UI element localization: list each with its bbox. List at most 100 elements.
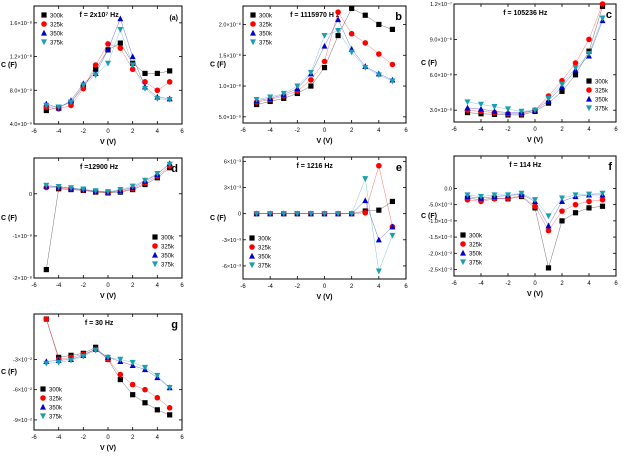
series-line-300k <box>46 42 170 111</box>
legend: 300k 325k 350k 375k <box>152 234 175 269</box>
x-tick-label: 0 <box>323 284 327 290</box>
chart-panel-e: -6 -4 -2 0 2 4 6 -6×10⁻³ -3×10⁻³ 0 3×10⁻³ 6×10⁻³ V (… <box>210 156 408 301</box>
data-point-375k <box>572 192 579 199</box>
legend-marker-325k <box>460 241 466 247</box>
legend-marker-350k <box>249 252 255 259</box>
data-point-300k <box>167 68 173 74</box>
legend-marker-300k <box>41 12 47 18</box>
chart-panel-c: -6 -4 -2 0 2 4 6 3.0×10⁻⁸ 6.0×10⁻⁸ 9.0×10⁻⁸ 1.2×10… <box>421 1 618 144</box>
data-point-375k <box>117 356 124 363</box>
y-tick-label: -1.5×10⁻² <box>428 235 452 241</box>
data-point-325k <box>166 79 173 85</box>
legend-marker-325k <box>152 243 158 249</box>
data-point-325k <box>117 45 124 51</box>
y-tick-label: 8.0×10⁻⁹ <box>10 87 32 94</box>
y-tick-label: 0 <box>29 192 32 198</box>
y-tick-label: 4.0×10⁻⁹ <box>10 121 32 128</box>
x-tick-label: 0 <box>533 281 537 287</box>
data-point-375k <box>105 354 111 361</box>
data-point-300k <box>389 198 396 205</box>
x-tick-label: 4 <box>156 129 160 135</box>
y-tick-label: 0 <box>238 212 241 218</box>
chart-title: f = 105236 Hz <box>503 10 548 17</box>
x-tick-label: 6 <box>404 128 408 134</box>
x-tick-label: 6 <box>614 127 618 133</box>
data-point-300k <box>545 265 552 271</box>
x-tick-label: -4 <box>56 435 62 441</box>
legend: 300k 325k 350k 375k <box>460 232 483 267</box>
legend-label-300k: 300k <box>50 14 64 20</box>
data-point-325k <box>545 227 552 234</box>
plot-frame <box>33 313 183 431</box>
legend-label-325k: 325k <box>469 243 483 249</box>
data-point-375k <box>105 60 111 67</box>
series-line-300k <box>256 8 393 105</box>
data-point-375k <box>586 191 592 198</box>
data-point-375k <box>154 372 161 379</box>
x-tick-label: -2 <box>81 283 87 289</box>
data-point-300k <box>572 210 579 216</box>
legend-marker-350k <box>41 29 47 36</box>
data-point-375k <box>375 268 382 275</box>
data-point-300k <box>93 66 99 72</box>
data-point-375k <box>43 360 50 367</box>
y-axis-label: C (F) <box>210 215 226 222</box>
data-point-375k <box>505 192 511 199</box>
chart-title: f = 2x10⁷ Hz <box>79 12 119 19</box>
data-point-375k <box>142 177 148 184</box>
x-tick-label: -6 <box>31 435 37 441</box>
x-tick-label: 4 <box>156 435 160 441</box>
chart-panel-g: -6 -4 -2 0 2 4 6 -3×10⁻² -6×10⁻² -9×10⁻² V (V) C (F… <box>1 313 184 452</box>
legend-label-350k: 350k <box>259 32 273 38</box>
data-point-375k <box>129 183 136 190</box>
data-point-375k <box>518 108 525 115</box>
legend-marker-350k <box>460 249 466 256</box>
y-tick-label: 3.0×10⁻⁸ <box>430 107 452 114</box>
data-point-375k <box>68 99 74 106</box>
legend-label-350k: 350k <box>49 406 63 412</box>
y-tick-label: 1.2×10⁻⁸ <box>10 54 32 61</box>
y-tick-label: 1.0×10⁻⁸ <box>219 83 241 90</box>
data-point-375k <box>267 94 274 101</box>
data-point-375k <box>154 170 161 177</box>
plot-frame <box>453 155 617 277</box>
data-point-325k <box>166 405 173 411</box>
legend-marker-375k <box>250 39 256 46</box>
legend-label-325k: 325k <box>259 23 273 29</box>
x-tick-label: -4 <box>267 128 273 134</box>
data-point-375k <box>532 107 538 114</box>
chart-panel-d: -6 -4 -2 0 2 4 6 -2×10⁻⁸ -1×10⁻⁸ 0 V (V) C (F) f =12… <box>1 157 184 300</box>
x-axis-label: V (V) <box>100 139 116 146</box>
series-line-300k <box>46 167 170 270</box>
x-tick-label: 0 <box>533 127 537 133</box>
data-point-350k <box>389 223 396 230</box>
x-tick-label: 2 <box>350 128 354 134</box>
chart-title: f = 1115970 H z <box>290 12 340 19</box>
legend-label-375k: 375k <box>259 41 273 47</box>
x-tick-label: -2 <box>295 128 301 134</box>
x-tick-label: -6 <box>240 284 246 290</box>
y-tick-label: 0.0 <box>444 186 452 192</box>
data-point-300k <box>167 412 173 418</box>
data-point-375k <box>532 197 538 203</box>
x-tick-label: -4 <box>478 281 484 287</box>
y-tick-label: 6.0×10⁻⁸ <box>430 72 452 79</box>
data-point-375k <box>280 211 287 217</box>
data-point-300k <box>308 83 314 89</box>
chart-title: f =12900 Hz <box>80 164 119 171</box>
data-point-300k <box>335 32 341 39</box>
data-point-375k <box>80 186 87 193</box>
legend-label-325k: 325k <box>49 397 63 403</box>
data-point-300k <box>362 12 368 18</box>
plot-frame <box>453 3 617 123</box>
data-point-350k <box>491 108 498 114</box>
legend-label-325k: 325k <box>595 89 609 95</box>
legend-marker-375k <box>249 262 255 269</box>
y-tick-label: 2.0×10⁻⁸ <box>219 21 241 28</box>
x-tick-label: -4 <box>56 129 62 135</box>
data-point-375k <box>92 188 99 195</box>
data-point-325k <box>362 209 369 216</box>
panel-label: d <box>171 163 178 175</box>
data-point-325k <box>117 371 124 378</box>
x-tick-label: -4 <box>267 284 273 290</box>
